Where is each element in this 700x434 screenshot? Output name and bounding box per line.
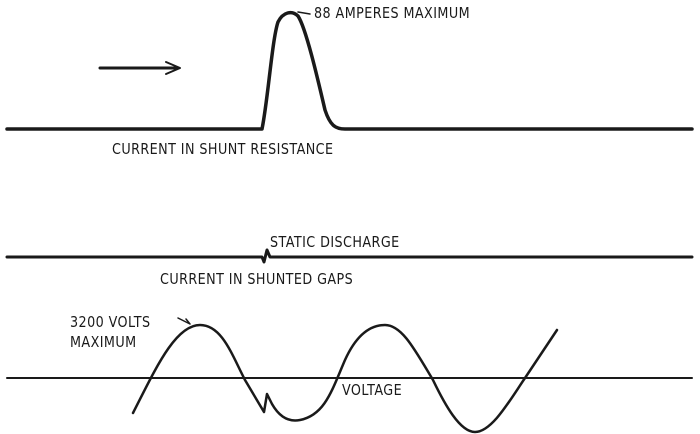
shunt-resistance-current-trace <box>5 10 694 131</box>
shunt-resistance-label: CURRENT IN SHUNT RESISTANCE <box>112 140 334 158</box>
peak-current-pointer <box>297 11 311 15</box>
peak-voltage-pointer <box>177 317 191 325</box>
voltage-trace <box>131 323 559 434</box>
direction-arrow <box>98 61 181 75</box>
static-discharge-label: STATIC DISCHARGE <box>270 233 400 251</box>
peak-current-label: 88 AMPERES MAXIMUM <box>314 4 471 22</box>
peak-voltage-label-2: MAXIMUM <box>70 333 137 351</box>
shunted-gaps-label: CURRENT IN SHUNTED GAPS <box>160 270 354 288</box>
shunted-gaps-current-trace <box>5 248 694 264</box>
peak-voltage-label: 3200 VOLTS <box>70 313 151 331</box>
voltage-label: VOLTAGE <box>342 381 403 399</box>
